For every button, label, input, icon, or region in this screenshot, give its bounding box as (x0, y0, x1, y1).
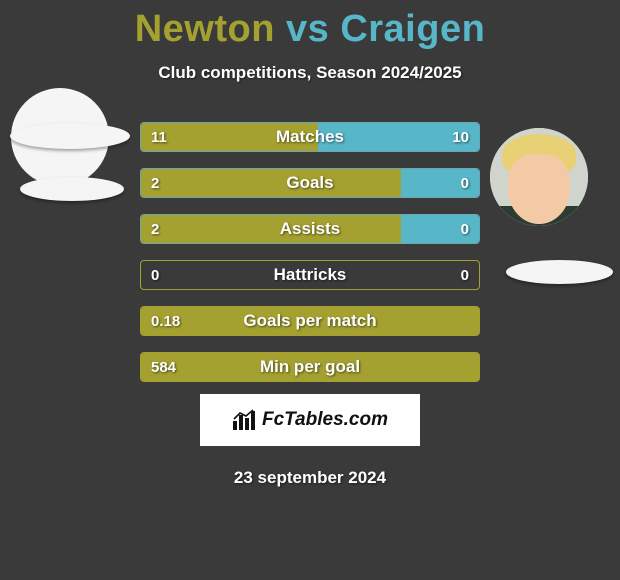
stat-left-value: 0 (151, 261, 159, 289)
bar-fill-left (141, 307, 479, 335)
bar-fill-left (141, 215, 401, 243)
player2-face-icon (490, 128, 588, 226)
decorative-ellipse (10, 123, 130, 149)
page-title: Newton vs Craigen (0, 0, 620, 51)
stat-row: 1110Matches (140, 122, 480, 152)
title-player2: Craigen (340, 8, 485, 50)
bar-fill-right (401, 215, 479, 243)
stat-label: Hattricks (141, 261, 479, 289)
title-vs: vs (286, 8, 329, 50)
decorative-ellipse (506, 260, 613, 284)
stat-row: 0 0Hattricks (140, 260, 480, 290)
stat-row: 584Min per goal (140, 352, 480, 382)
bar-fill-left (141, 353, 479, 381)
stat-right-value: 0 (461, 261, 469, 289)
stat-row: 0.18Goals per match (140, 306, 480, 336)
stat-row: 20Goals (140, 168, 480, 198)
bar-fill-right (401, 169, 479, 197)
date-label: 23 september 2024 (0, 468, 620, 488)
fctables-logo: FcTables.com (200, 394, 420, 446)
bar-fill-right (318, 123, 479, 151)
bar-fill-left (141, 123, 318, 151)
bar-chart-icon (232, 409, 258, 431)
comparison-card: Newton vs Craigen Club competitions, Sea… (0, 0, 620, 580)
logo-text: FcTables.com (262, 409, 388, 431)
stat-bars: 1110Matches 20Goals 20Assists 0 0Hattricks 0.… (140, 122, 480, 382)
decorative-ellipse (20, 177, 124, 201)
subtitle: Club competitions, Season 2024/2025 (0, 63, 620, 83)
player2-avatar (490, 128, 588, 226)
title-player1: Newton (135, 8, 275, 50)
stat-row: 20Assists (140, 214, 480, 244)
bar-fill-left (141, 169, 401, 197)
